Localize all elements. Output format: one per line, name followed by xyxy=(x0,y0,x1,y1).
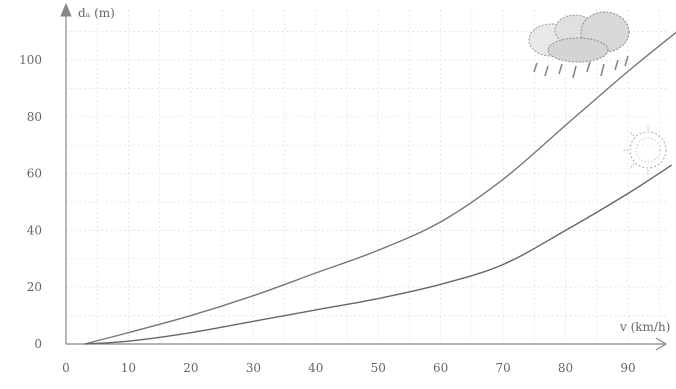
axes xyxy=(60,2,668,351)
series xyxy=(84,31,676,345)
y-tick-label: 100 xyxy=(19,53,42,67)
x-tick-label: 50 xyxy=(371,361,386,375)
x-tick-label: 20 xyxy=(183,361,198,375)
y-tick-label: 20 xyxy=(27,280,42,294)
x-tick-label: 40 xyxy=(308,361,323,375)
tick-labels: 0 10 20 30 40 50 60 70 80 90 0 20 40 60 80 100 xyxy=(19,53,636,375)
x-axis-arrowhead xyxy=(655,337,668,351)
y-axis-label: dₐ (m) xyxy=(78,6,115,20)
series-line-sun xyxy=(84,164,673,345)
x-tick-label: 10 xyxy=(121,361,136,375)
sun-icon xyxy=(622,124,667,176)
grid xyxy=(66,10,668,344)
y-tick-label: 60 xyxy=(27,167,42,181)
x-axis-label: v (km/h) xyxy=(619,320,670,334)
x-tick-label: 60 xyxy=(433,361,448,375)
y-tick-label: 40 xyxy=(27,223,42,237)
y-tick-label: 0 xyxy=(34,337,42,351)
rain-cloud-icon xyxy=(528,11,630,79)
x-tick-label: 0 xyxy=(62,361,70,375)
y-axis-arrowhead xyxy=(60,2,72,17)
x-tick-label: 80 xyxy=(558,361,573,375)
series-line-rain-cloud xyxy=(84,31,676,345)
y-tick-label: 80 xyxy=(27,110,42,124)
x-tick-label: 30 xyxy=(246,361,261,375)
x-tick-label: 70 xyxy=(495,361,510,375)
x-tick-label: 90 xyxy=(620,361,635,375)
